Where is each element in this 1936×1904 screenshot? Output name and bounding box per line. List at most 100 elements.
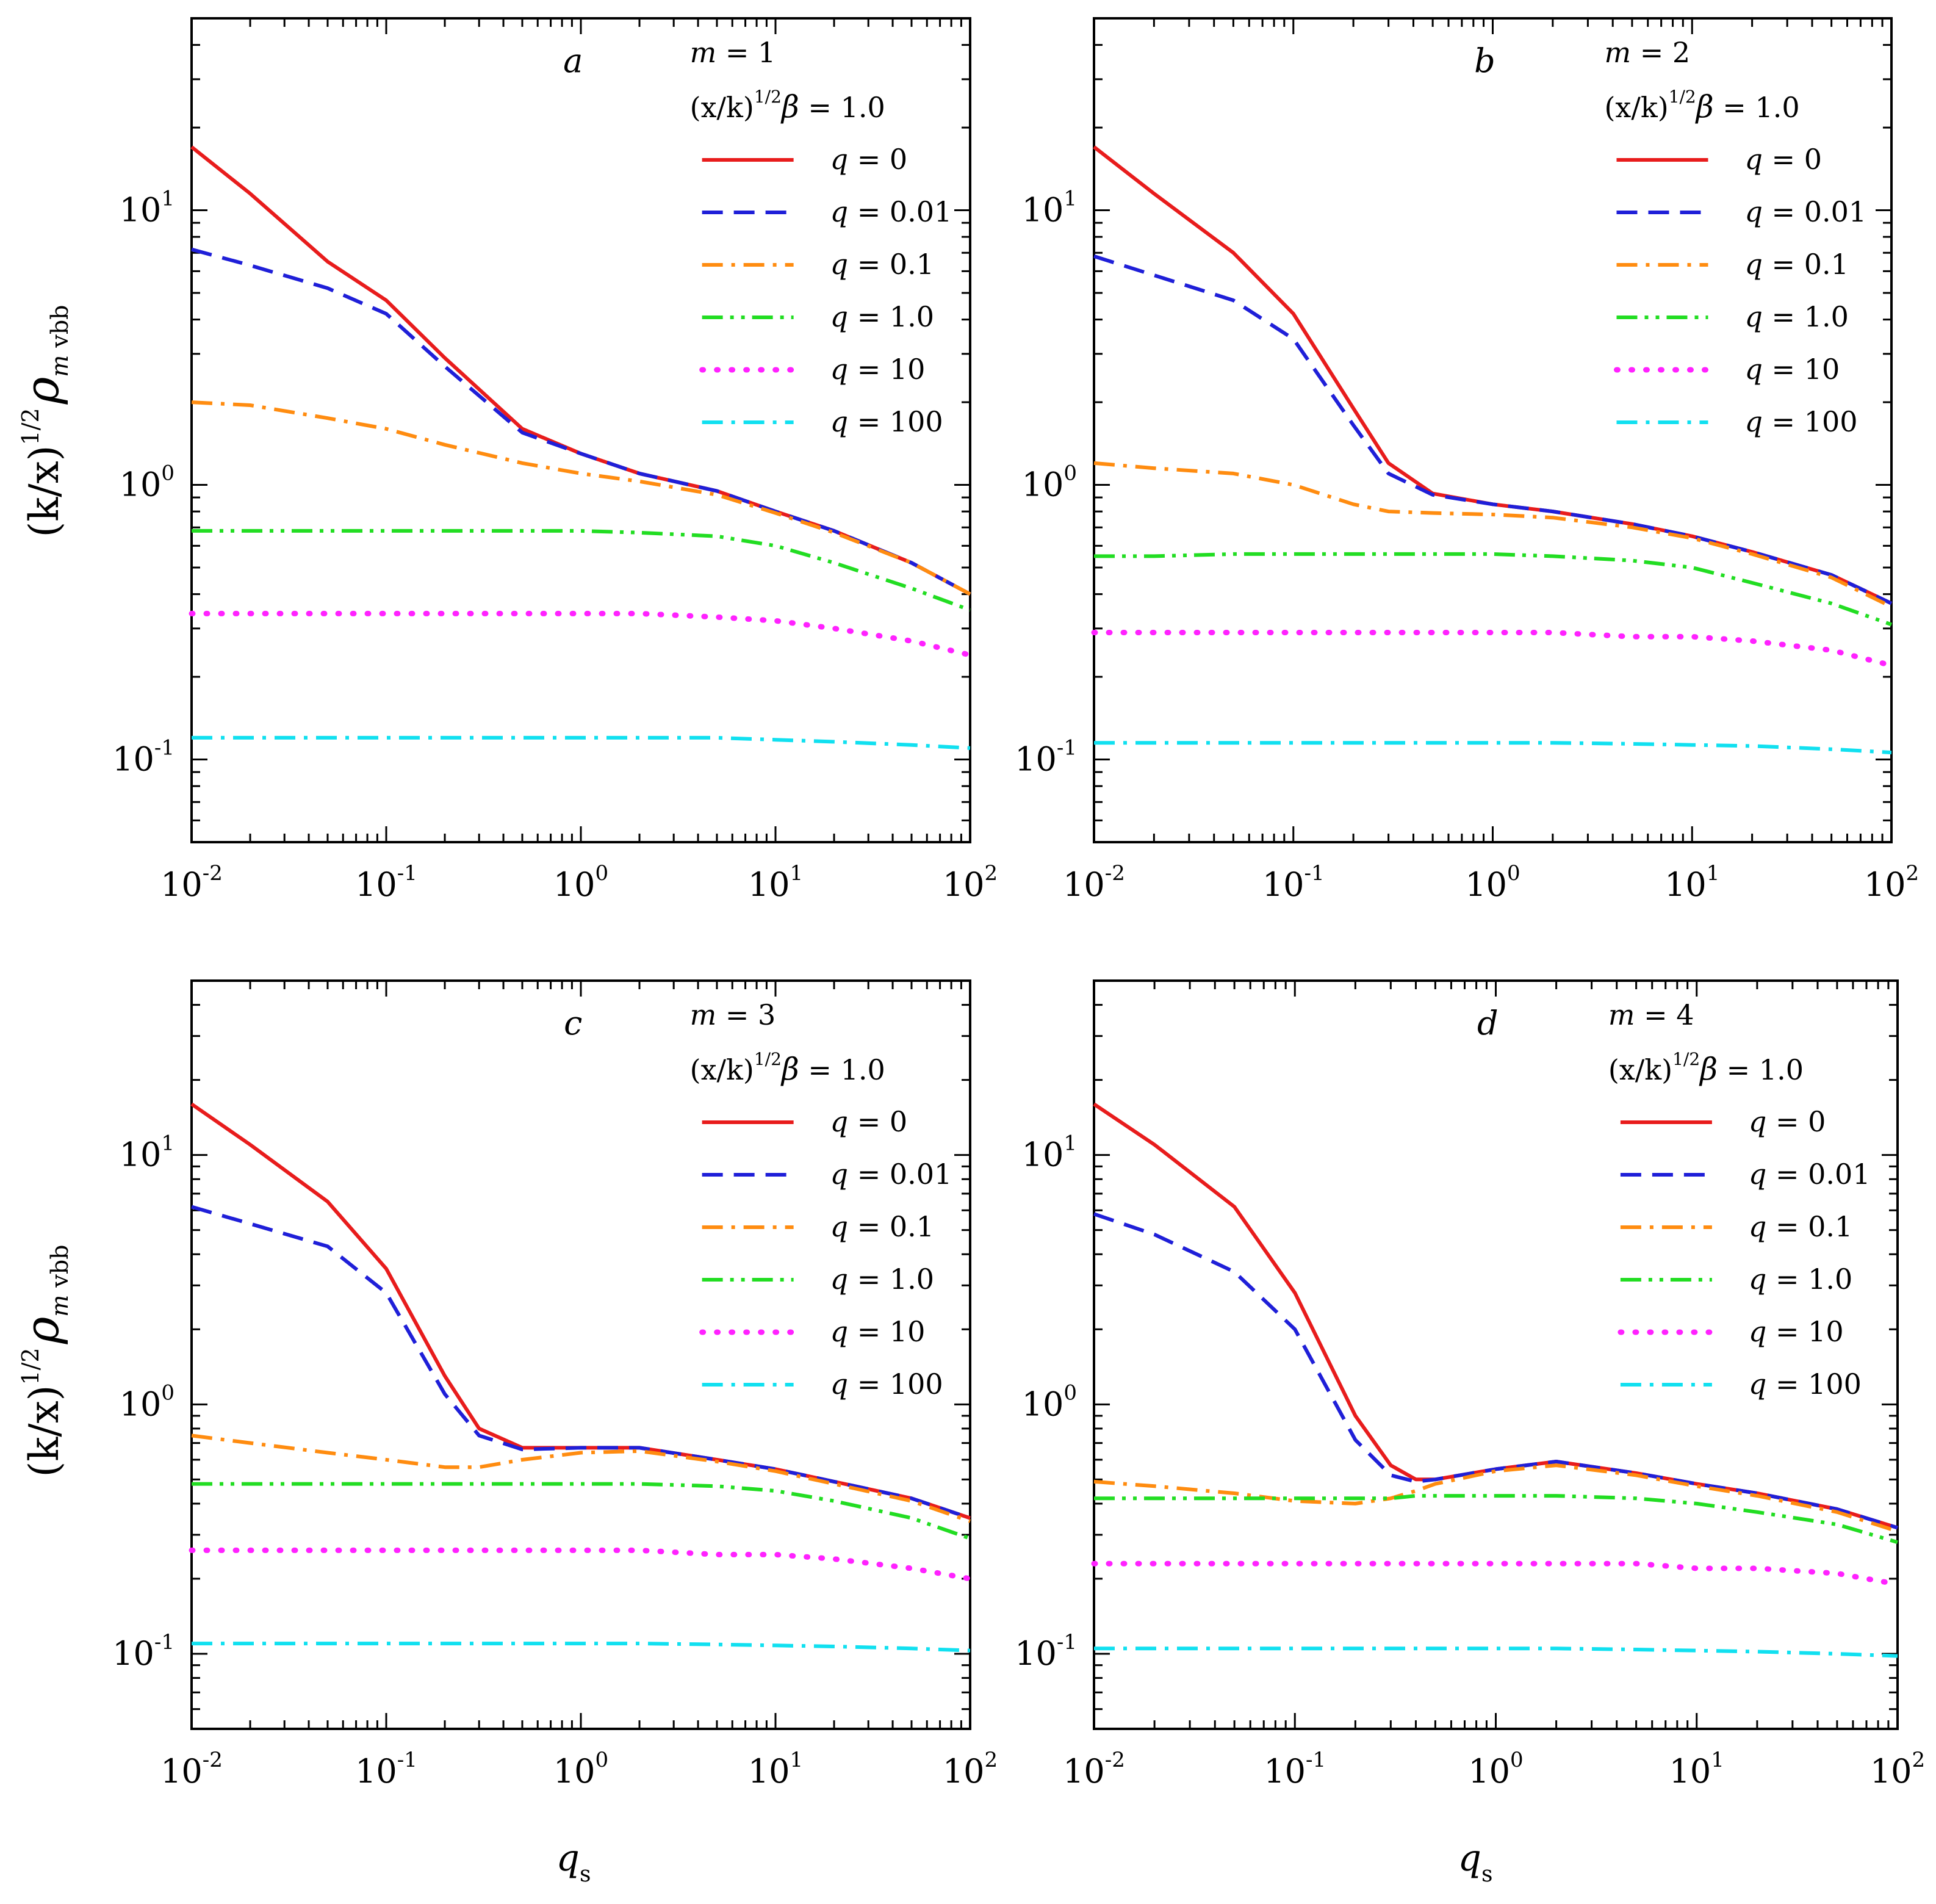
- legend-q-symbol: q: [1749, 1158, 1766, 1191]
- legend-q-value: = 0: [1766, 1105, 1826, 1138]
- legend-label-4: q = 10: [1744, 353, 1840, 386]
- x-tick-label: 10-1: [355, 861, 417, 904]
- legend-q-value: = 0.01: [848, 195, 952, 228]
- tick-exp: -1: [1057, 1630, 1077, 1654]
- param-sup: 1/2: [754, 1049, 782, 1069]
- legend-q-symbol: q: [830, 1263, 848, 1296]
- panel-letter: c: [564, 1004, 582, 1042]
- legend-q-symbol: q: [830, 405, 848, 438]
- tick-base: 10: [1022, 466, 1064, 504]
- legend-q-value: = 1.0: [1766, 1263, 1852, 1296]
- tick-base: 10: [120, 1136, 162, 1174]
- tick-exp: 0: [161, 461, 175, 486]
- legend-q-value: = 100: [848, 405, 943, 438]
- series-line-4: [189, 1547, 973, 1582]
- ylabel-sub-rest: vbb: [46, 305, 73, 355]
- y-tick-label: 10-1: [112, 736, 175, 779]
- ylabel-sub-rest: vbb: [46, 1244, 73, 1294]
- x-axis-label-right: qs: [1458, 1837, 1493, 1887]
- legend-q-value: = 0.01: [848, 1158, 952, 1191]
- tick-exp: -2: [203, 1748, 223, 1772]
- xlabel-base: q: [1458, 1837, 1481, 1880]
- tick-exp: -2: [203, 861, 223, 885]
- param-base: (x/k): [1604, 91, 1668, 124]
- ylabel-base: (k/x): [21, 1385, 68, 1477]
- tick-exp: -1: [154, 736, 175, 760]
- legend-q-value: = 0.1: [1763, 248, 1849, 281]
- y-tick-label: 100: [1022, 1380, 1077, 1423]
- legend-param-text: (x/k)1/2β = 1.0: [1604, 87, 1799, 124]
- tick-base: 10: [120, 1385, 162, 1423]
- param-beta: β: [1699, 1051, 1718, 1087]
- tick-exp: 1: [1711, 1748, 1724, 1772]
- param-beta: β: [780, 89, 799, 124]
- tick-base: 10: [1864, 865, 1906, 904]
- x-tick-label: 102: [943, 861, 998, 904]
- legend-label-2: q = 0.1: [830, 1210, 934, 1243]
- y-tick-label: 10-1: [1015, 1630, 1077, 1673]
- legend-q-symbol: q: [1744, 195, 1762, 228]
- y-tick-label: 101: [120, 1131, 175, 1174]
- panel-letter: d: [1477, 1004, 1499, 1042]
- y-axis-label-bottom: (k/x)1/2 ρm vbb: [15, 1244, 73, 1477]
- tick-base: 10: [1870, 1752, 1912, 1790]
- tick-exp: 0: [161, 1380, 175, 1405]
- x-tick-label: 100: [1468, 1748, 1523, 1790]
- ylabel-sub-m: m: [46, 355, 73, 377]
- x-tick-label: 101: [1669, 1748, 1724, 1790]
- param-base: (x/k): [690, 91, 754, 124]
- legend-q-symbol: q: [830, 143, 848, 176]
- series-line-5: [192, 735, 971, 750]
- series-line-3: [192, 528, 971, 612]
- tick-base: 10: [1468, 1752, 1510, 1790]
- tick-base: 10: [1015, 740, 1057, 779]
- tick-exp: 2: [985, 1748, 998, 1772]
- legend-q-symbol: q: [1744, 353, 1762, 386]
- legend-label-1: q = 0.01: [1749, 1158, 1871, 1191]
- xlabel-sub: s: [1481, 1862, 1492, 1887]
- legend-q-value: = 10: [1763, 353, 1840, 386]
- ylabel-base: (k/x): [21, 445, 68, 538]
- tick-base: 10: [1022, 1385, 1064, 1423]
- tick-base: 10: [748, 865, 790, 904]
- legend-q-symbol: q: [830, 248, 848, 281]
- tick-base: 10: [553, 1752, 596, 1790]
- x-tick-label: 10-2: [160, 1748, 223, 1790]
- tick-exp: -1: [1057, 736, 1077, 760]
- tick-exp: 1: [790, 1748, 804, 1772]
- legend-q-value: = 0: [1763, 143, 1822, 176]
- tick-exp: 0: [1507, 861, 1520, 885]
- param-sup: 1/2: [1669, 87, 1696, 107]
- tick-base: 10: [160, 865, 203, 904]
- series-line-2: [1093, 461, 1893, 608]
- series-line-1: [191, 247, 971, 596]
- legend-label-0: q = 0: [830, 1105, 908, 1138]
- series-line-4: [189, 610, 973, 658]
- legend-q-value: = 10: [1766, 1315, 1843, 1348]
- tick-base: 10: [120, 191, 162, 229]
- tick-exp: 1: [1063, 1131, 1077, 1156]
- tick-exp: -1: [397, 1748, 417, 1772]
- legend-label-4: q = 10: [830, 1315, 926, 1348]
- legend-m-symbol: m: [1608, 998, 1635, 1031]
- legend-label-0: q = 0: [830, 143, 908, 176]
- legend-label-5: q = 100: [830, 405, 943, 438]
- legend-m-text: m = 3: [690, 998, 776, 1031]
- legend-m-symbol: m: [1604, 36, 1631, 69]
- tick-exp: 0: [1063, 461, 1077, 486]
- legend-m-value: = 2: [1631, 36, 1690, 69]
- tick-base: 10: [1669, 1752, 1711, 1790]
- tick-exp: 0: [596, 1748, 609, 1772]
- tick-base: 10: [748, 1752, 790, 1790]
- tick-exp: 0: [1063, 1380, 1077, 1405]
- y-tick-label: 100: [120, 1380, 175, 1423]
- legend-q-symbol: q: [1749, 1315, 1766, 1348]
- tick-base: 10: [1015, 1634, 1057, 1673]
- x-tick-label: 100: [553, 1748, 608, 1790]
- legend-label-1: q = 0.01: [830, 195, 952, 228]
- x-tick-label: 101: [748, 1748, 803, 1790]
- legend-q-value: = 100: [1766, 1368, 1862, 1401]
- param-rest: = 1.0: [1714, 91, 1800, 124]
- y-axis-label-top: (k/x)1/2 ρm vbb: [15, 305, 73, 537]
